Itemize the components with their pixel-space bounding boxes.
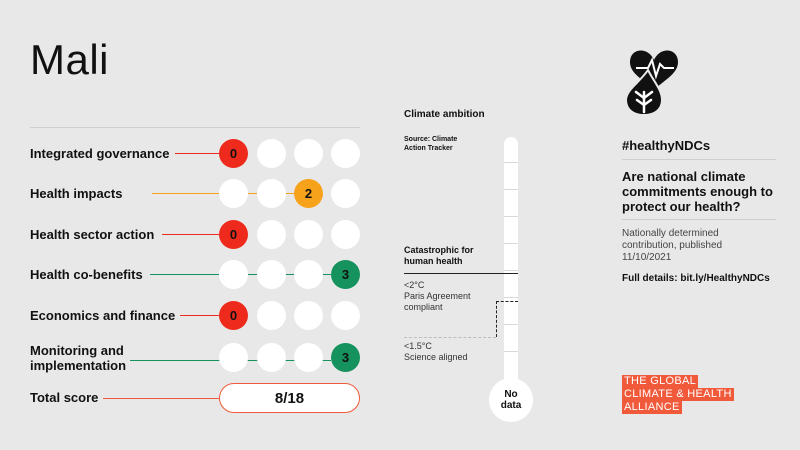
criterion-label: Health sector action: [30, 227, 155, 242]
details-link[interactable]: Full details: bit.ly/HealthyNDCs: [622, 273, 770, 284]
score-dot: [294, 260, 323, 289]
criterion-label: Integrated governance: [30, 146, 170, 161]
paris-line: <2°C: [404, 280, 425, 290]
thermometer-tube: [504, 137, 518, 391]
thermometer-tick: [504, 216, 518, 217]
gcha-logo: THE GLOBAL CLIMATE & HEALTH ALLIANCE: [622, 375, 734, 414]
score-dot: [257, 139, 286, 168]
score-dot: 0: [219, 220, 248, 249]
criterion-leader-line: [162, 234, 219, 235]
ndc-line: Nationally determined: [622, 228, 719, 239]
score-dot: [219, 260, 248, 289]
score-dot: 0: [219, 139, 248, 168]
criterion-label-line: implementation: [30, 358, 127, 373]
criterion-row: Health impacts 2: [30, 175, 370, 215]
thermometer-tick: [504, 297, 518, 298]
criterion-leader-line: [180, 315, 219, 316]
catastrophic-line: human health: [404, 256, 463, 266]
paris-threshold-connector: [496, 301, 497, 337]
total-score-label: Total score: [30, 390, 99, 405]
score-dot: 0: [219, 301, 248, 330]
thermometer-bulb: No data: [489, 378, 533, 422]
science-label: <1.5°C Science aligned: [404, 341, 468, 363]
paris-label: <2°C Paris Agreement compliant: [404, 280, 471, 313]
catastrophic-label: Catastrophic for human health: [404, 245, 474, 267]
criterion-label: Health impacts: [30, 186, 123, 201]
criterion-row: Integrated governance 0: [30, 135, 370, 175]
score-dot: [294, 220, 323, 249]
score-dot: [219, 343, 248, 372]
catastrophic-threshold-line: [404, 273, 518, 274]
criterion-label-line: Monitoring and: [30, 343, 124, 358]
sidebar-divider: [622, 219, 776, 220]
score-dot: [257, 179, 286, 208]
climate-rating-line: No: [504, 389, 518, 400]
climate-rating-line: data: [500, 400, 522, 411]
paris-line: compliant: [404, 302, 443, 312]
climate-source: Source: Climate Action Tracker: [404, 135, 484, 153]
score-dot: [257, 260, 286, 289]
thermometer-tick: [504, 324, 518, 325]
criterion-row: Economics and finance 0: [30, 297, 370, 337]
score-dot: [294, 343, 323, 372]
criterion-label: Health co-benefits: [30, 267, 143, 282]
climate-source-line: Action Tracker: [404, 145, 453, 152]
score-dot: [257, 301, 286, 330]
score-dot: 3: [331, 343, 360, 372]
thermometer-tick: [504, 351, 518, 352]
score-dot: [331, 220, 360, 249]
criterion-row: Monitoring and implementation 3: [30, 339, 370, 379]
score-dot: [331, 301, 360, 330]
gcha-logo-line: CLIMATE & HEALTH: [622, 388, 734, 401]
score-dot: [219, 179, 248, 208]
ndc-line: 11/10/2021: [622, 252, 672, 263]
score-dot: 2: [294, 179, 323, 208]
ndc-info: Nationally determined contribution, publ…: [622, 228, 782, 264]
criterion-leader-line: [175, 153, 219, 154]
paris-threshold-line: [496, 301, 518, 302]
score-dot: [257, 343, 286, 372]
science-line: Science aligned: [404, 352, 468, 362]
criterion-row: Health co-benefits 3: [30, 256, 370, 296]
criterion-label: Economics and finance: [30, 308, 176, 323]
catastrophic-line: Catastrophic for: [404, 245, 474, 255]
top-divider: [30, 127, 360, 128]
climate-ambition-title: Climate ambition: [404, 109, 485, 120]
climate-source-line: Source: Climate: [404, 136, 458, 143]
ndc-line: contribution, published: [622, 240, 723, 251]
criterion-label: Monitoring and implementation: [30, 343, 126, 373]
score-dot: [331, 139, 360, 168]
total-score-value: 8/18: [219, 383, 360, 413]
hashtag: #healthyNDCs: [622, 138, 711, 153]
thermometer-tick: [504, 270, 518, 271]
score-dot: [294, 139, 323, 168]
science-threshold-line: [404, 337, 496, 338]
score-dot: [331, 179, 360, 208]
gcha-logo-line: THE GLOBAL: [622, 375, 699, 388]
gcha-logo-line: ALLIANCE: [622, 401, 682, 414]
total-score-leader: [103, 398, 219, 399]
thermometer-tick: [504, 243, 518, 244]
thermometer-tick: [504, 162, 518, 163]
thermometer-tick: [504, 189, 518, 190]
heart-drop-leaf-icon: [624, 50, 678, 115]
sidebar-divider: [622, 159, 776, 160]
question-text: Are national climate commitments enough …: [622, 169, 773, 214]
country-title: Mali: [30, 36, 110, 83]
criterion-row: Health sector action 0: [30, 216, 370, 256]
science-line: <1.5°C: [404, 341, 432, 351]
score-dot: [294, 301, 323, 330]
score-dot: [257, 220, 286, 249]
score-dot: 3: [331, 260, 360, 289]
paris-line: Paris Agreement: [404, 291, 471, 301]
